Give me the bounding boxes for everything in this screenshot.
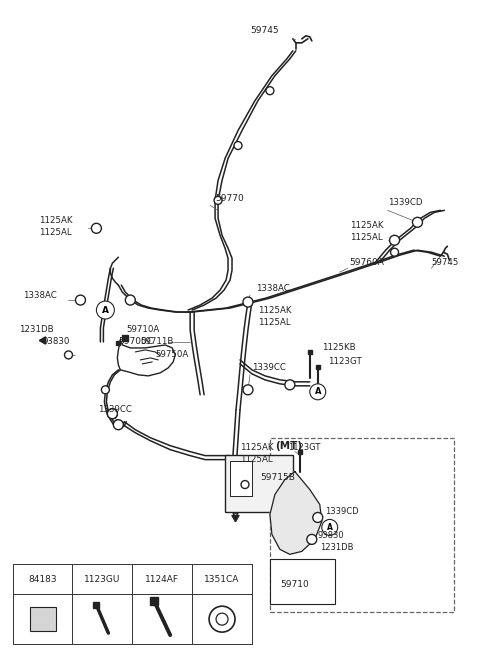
Text: 1338AC: 1338AC — [256, 284, 290, 293]
Text: 1339CD: 1339CD — [387, 198, 422, 207]
Circle shape — [266, 86, 274, 95]
Circle shape — [310, 384, 326, 400]
Circle shape — [307, 534, 317, 544]
Text: 1123GT: 1123GT — [328, 358, 361, 366]
Circle shape — [125, 295, 135, 305]
Bar — [270, 438, 455, 612]
Circle shape — [243, 297, 253, 307]
Text: 1125AK: 1125AK — [258, 305, 291, 314]
Circle shape — [322, 519, 338, 535]
Text: 1231DB: 1231DB — [19, 326, 53, 335]
Circle shape — [216, 613, 228, 625]
Text: 1125KB: 1125KB — [322, 343, 355, 352]
Text: 59711B: 59711B — [140, 337, 174, 346]
Polygon shape — [270, 472, 322, 554]
Text: 1123GT: 1123GT — [288, 443, 320, 452]
Text: 59750A: 59750A — [155, 350, 189, 360]
Text: 93830: 93830 — [43, 337, 70, 346]
Text: 1339CC: 1339CC — [98, 405, 132, 414]
Text: 59770: 59770 — [215, 194, 244, 203]
Text: 1339CC: 1339CC — [252, 364, 286, 373]
Text: 1123GU: 1123GU — [84, 575, 120, 584]
Text: 1339CD: 1339CD — [325, 507, 359, 516]
Circle shape — [285, 380, 295, 390]
Text: 59710: 59710 — [280, 580, 309, 589]
Text: 1125AK: 1125AK — [350, 221, 383, 230]
Circle shape — [96, 301, 114, 319]
Circle shape — [313, 512, 323, 523]
Circle shape — [391, 248, 398, 256]
Text: A: A — [102, 305, 109, 314]
Text: 1125AL: 1125AL — [258, 318, 290, 326]
Text: 1338AC: 1338AC — [23, 291, 56, 299]
Circle shape — [234, 141, 242, 149]
Text: 1125AL: 1125AL — [350, 233, 382, 242]
Circle shape — [91, 223, 101, 233]
Circle shape — [101, 386, 109, 394]
Circle shape — [108, 409, 117, 419]
Circle shape — [241, 481, 249, 489]
Text: 59745: 59745 — [432, 257, 459, 267]
Text: A: A — [327, 523, 333, 532]
Text: 59715B: 59715B — [260, 473, 295, 482]
Circle shape — [243, 385, 253, 395]
Circle shape — [209, 606, 235, 632]
Circle shape — [64, 351, 72, 359]
Text: 59760A: 59760A — [350, 257, 384, 267]
Text: (MT): (MT) — [275, 441, 302, 451]
Circle shape — [108, 409, 117, 419]
Text: 59700C: 59700C — [119, 337, 153, 346]
Text: 1231DB: 1231DB — [320, 543, 353, 552]
Bar — [225, 455, 293, 512]
Bar — [230, 460, 252, 496]
Circle shape — [113, 420, 123, 430]
Text: A: A — [314, 387, 321, 396]
Bar — [30, 607, 56, 631]
Text: 1124AF: 1124AF — [145, 575, 179, 584]
Text: 84183: 84183 — [28, 575, 57, 584]
Circle shape — [390, 235, 399, 245]
Circle shape — [412, 217, 422, 227]
Bar — [270, 559, 335, 604]
Circle shape — [214, 196, 222, 204]
Text: 1351CA: 1351CA — [204, 575, 240, 584]
Text: 59745: 59745 — [250, 26, 278, 35]
Text: 93830: 93830 — [318, 531, 344, 540]
Text: 1125AK: 1125AK — [38, 215, 72, 225]
Text: 1125AL: 1125AL — [38, 228, 71, 236]
Circle shape — [75, 295, 85, 305]
Text: 59710A: 59710A — [126, 326, 159, 335]
Text: 1125AK: 1125AK — [240, 443, 274, 452]
Text: 1125AL: 1125AL — [240, 455, 273, 464]
